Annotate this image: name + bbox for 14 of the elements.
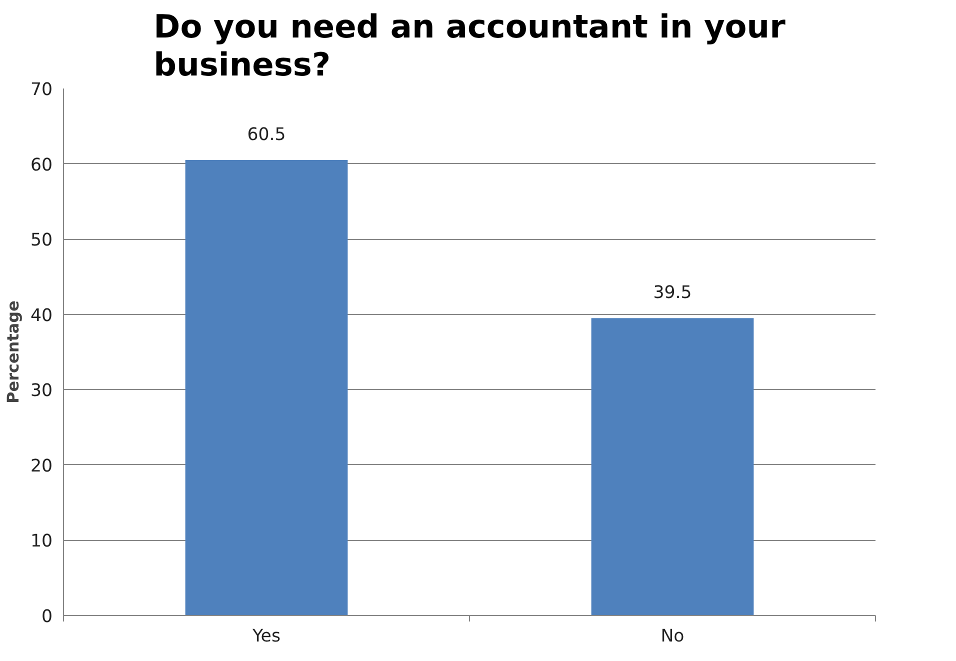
y-tick-label: 0	[41, 607, 53, 627]
y-tick-label: 10	[30, 532, 53, 552]
y-axis-title: Percentage	[3, 300, 22, 404]
data-label: 39.5	[653, 283, 692, 304]
y-tick-label: 60	[30, 155, 53, 176]
x-tick-label: Yes	[252, 626, 280, 646]
x-tick-label: No	[660, 626, 684, 646]
y-tick-label: 30	[30, 381, 53, 402]
y-tick-label: 50	[30, 230, 53, 251]
data-label: 60.5	[247, 125, 286, 146]
y-tick-label: 20	[30, 456, 53, 476]
y-tick-label: 40	[30, 306, 53, 326]
y-tick-label: 70	[30, 80, 53, 100]
chart-title: Do you need an accountant in your business?	[154, 8, 786, 84]
